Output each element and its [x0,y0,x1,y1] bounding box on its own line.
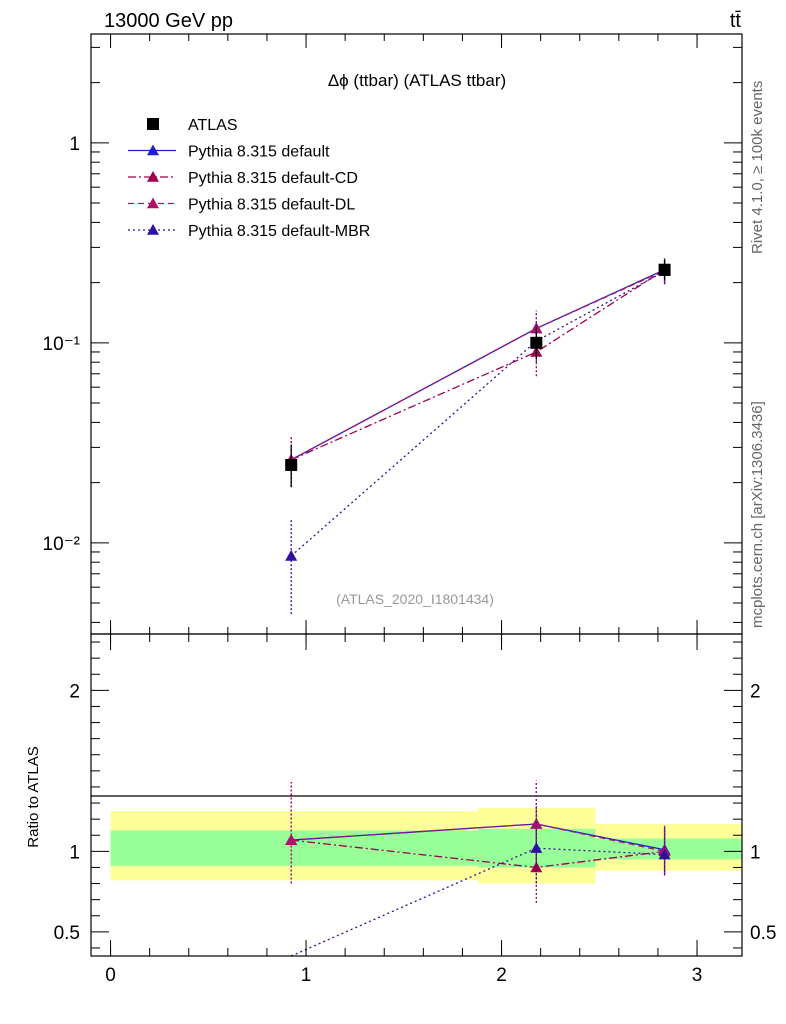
legend-item-atlas: ATLAS [147,117,238,134]
series-line [290,269,665,461]
legend: ATLAS Pythia 8.315 default Pythia 8.315 de… [128,117,370,240]
ratio-series-mbr [290,806,671,957]
data-point [530,336,543,349]
legend-label: Pythia 8.315 default [188,144,330,161]
ratio-y-axis-label: Ratio to ATLAS [25,746,42,847]
main-y-tick-label: 10⁻¹ [43,334,81,355]
legend-item-cd: Pythia 8.315 default-CD [128,170,358,187]
legend-label: Pythia 8.315 default-DL [188,197,355,214]
main-plot-title: Δϕ (ttbar) (ATLAS ttbar) [328,71,506,90]
legend-marker [147,118,159,130]
series-line [290,269,665,461]
ratio-y-tick-label: 2 [69,681,80,702]
data-point [285,458,298,471]
main-series [285,258,671,615]
source-label: mcplots.cern.ch [arXiv:1306.3436] [749,401,766,628]
x-tick-label: 0 [105,965,116,986]
ratio-y-tick-label: 0.5 [54,923,80,944]
legend-marker [147,224,159,235]
ratio-frame [90,633,743,957]
series-cd [285,258,671,488]
data-point [285,549,298,561]
series-line [290,269,665,461]
legend-label: Pythia 8.315 default-MBR [188,223,370,240]
ratio-point [530,842,543,853]
main-y-ticks: 1 10⁻¹ 10⁻² [43,34,742,634]
series-default [285,258,671,488]
legend-label: Pythia 8.315 default-CD [188,170,358,187]
legend-item-default: Pythia 8.315 default [128,144,330,161]
ratio-band-inner [110,830,479,866]
analysis-watermark: (ATLAS_2020_I1801434) [336,591,494,607]
ratio-y-tick-label-right: 1 [750,842,761,863]
series-line [290,270,665,557]
ratio-y-tick-label: 1 [69,842,80,863]
main-y-tick-label: 1 [69,134,80,155]
header-energy-label: 13000 GeV pp [104,10,233,32]
legend-marker [147,171,159,182]
legend-marker [147,144,159,156]
legend-item-dl: Pythia 8.315 default-DL [128,197,355,214]
ratio-y-tick-label-right: 0.5 [750,923,776,944]
ratio-y-tick-label-right: 2 [750,681,761,702]
series-dl [285,259,671,488]
x-tick-label: 1 [301,965,312,986]
legend-marker [147,197,159,209]
main-y-tick-label: 10⁻² [43,534,81,555]
ratio-ticks: 2 2 1 1 0.5 0.5 0 1 2 3 [54,634,776,986]
ratio-point [658,848,671,860]
series-atlas [285,259,671,488]
series-mbr [285,259,671,615]
ratio-series [285,780,671,957]
x-tick-label: 2 [496,965,507,986]
legend-label: ATLAS [188,117,238,134]
rivet-version-label: Rivet 4.1.0, ≥ 100k events [749,81,766,254]
data-point [658,263,671,276]
ratio-panel: 2 2 1 1 0.5 0.5 0 1 2 3 Ratio to ATLAS [25,633,776,986]
header-process-label: tt̄ [730,10,742,32]
x-tick-label: 3 [692,965,703,986]
main-panel: 1 10⁻¹ 10⁻² Δϕ (ttbar) (ATLAS ttbar) (ATLA… [43,33,743,635]
ratio-point [285,834,298,845]
legend-item-mbr: Pythia 8.315 default-MBR [128,223,370,240]
